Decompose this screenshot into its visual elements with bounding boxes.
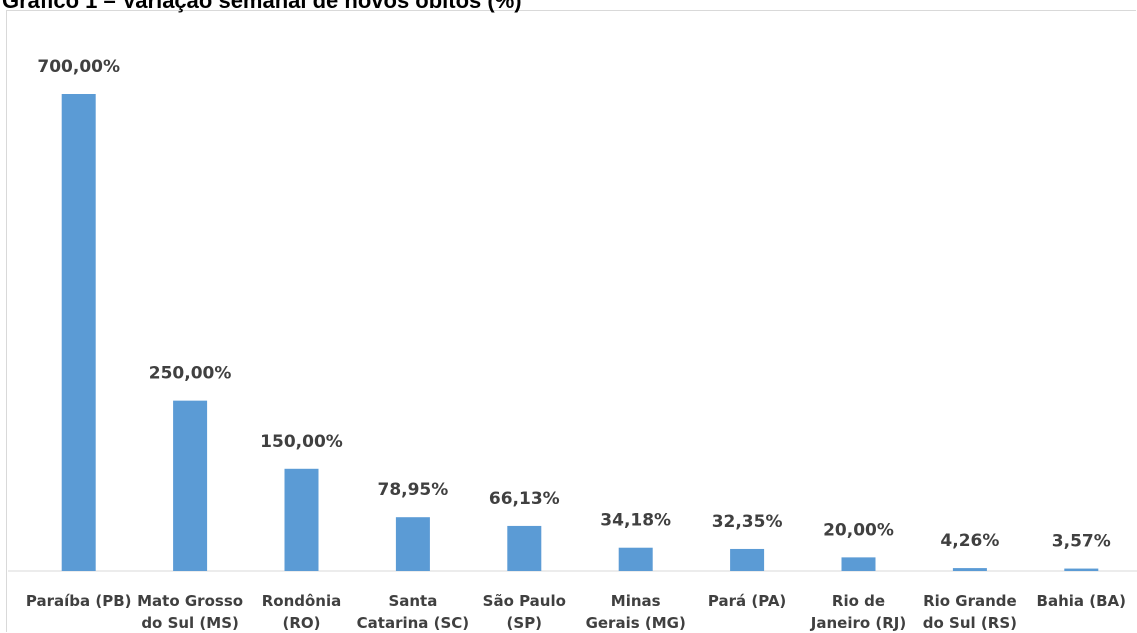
category-label: Santa Catarina (SC) — [357, 592, 470, 632]
chart-title: Gráfico 1 – Variação semanal de novos ób… — [2, 0, 522, 13]
bar — [395, 517, 430, 571]
bar — [1064, 568, 1099, 571]
category-label: Rio de Janeiro (RJ) — [810, 592, 906, 632]
data-label: 250,00% — [149, 364, 232, 384]
category-label: Minas Gerais (MG) — [586, 592, 686, 632]
category-label: São Paulo (SP) — [483, 592, 566, 632]
category-label: Rio Grande do Sul (RS) — [923, 592, 1017, 632]
plot-frame — [6, 10, 1136, 632]
data-label: 78,95% — [377, 480, 448, 500]
data-label: 4,26% — [940, 531, 999, 551]
data-label: 20,00% — [823, 520, 894, 540]
bar — [61, 94, 96, 571]
bar — [507, 525, 542, 571]
bar — [173, 400, 208, 571]
bar — [284, 468, 319, 571]
bar — [952, 568, 987, 571]
bar — [730, 548, 765, 571]
bar — [618, 547, 653, 571]
category-label: Rondônia (RO) — [262, 592, 342, 632]
category-label: Bahia (BA) — [1037, 592, 1126, 610]
category-label: Mato Grosso do Sul (MS) — [137, 592, 243, 632]
data-label: 150,00% — [260, 432, 343, 452]
data-label: 700,00% — [37, 57, 120, 77]
category-label: Paraíba (PB) — [26, 592, 132, 610]
bar — [841, 557, 876, 571]
data-label: 66,13% — [489, 489, 560, 509]
category-label: Pará (PA) — [708, 592, 786, 610]
data-label: 34,18% — [600, 511, 671, 531]
data-label: 32,35% — [712, 512, 783, 532]
data-label: 3,57% — [1052, 532, 1111, 552]
